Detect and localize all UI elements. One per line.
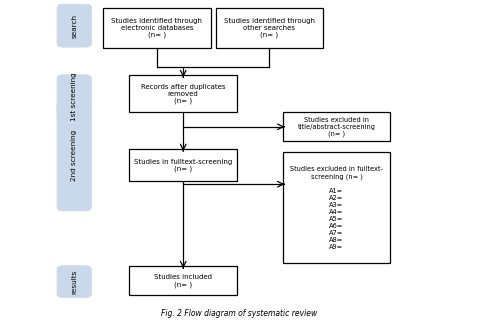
Text: Studies excluded in fulltext-
screening (n= )

A1=
A2=
A3=
A4=
A5=
A6=
A7=
A8=
A: Studies excluded in fulltext- screening … <box>290 166 383 250</box>
Text: 2nd screening: 2nd screening <box>71 130 77 181</box>
FancyBboxPatch shape <box>57 266 91 298</box>
Text: Studies excluded in
title/abstract-screening
(n= ): Studies excluded in title/abstract-scree… <box>297 117 376 137</box>
FancyBboxPatch shape <box>57 4 91 47</box>
FancyBboxPatch shape <box>283 152 390 263</box>
Text: Studies identified through
other searches
(n= ): Studies identified through other searche… <box>224 18 315 38</box>
FancyBboxPatch shape <box>129 266 237 295</box>
FancyBboxPatch shape <box>129 75 237 112</box>
FancyBboxPatch shape <box>57 100 91 211</box>
Text: Studies in fulltext-screening
(n= ): Studies in fulltext-screening (n= ) <box>134 159 232 172</box>
FancyBboxPatch shape <box>129 149 237 181</box>
Text: Records after duplicates
removed
(n= ): Records after duplicates removed (n= ) <box>141 84 226 104</box>
Text: Studies identified through
electronic databases
(n= ): Studies identified through electronic da… <box>112 18 202 38</box>
FancyBboxPatch shape <box>57 75 91 119</box>
FancyBboxPatch shape <box>283 112 390 141</box>
FancyBboxPatch shape <box>216 8 323 48</box>
FancyBboxPatch shape <box>103 8 211 48</box>
Text: Fig. 2 Flow diagram of systematic review: Fig. 2 Flow diagram of systematic review <box>161 309 318 318</box>
Text: 1st screening: 1st screening <box>71 73 77 121</box>
Text: results: results <box>71 270 77 294</box>
Text: search: search <box>71 14 77 38</box>
Text: Studies included
(n= ): Studies included (n= ) <box>154 274 212 288</box>
